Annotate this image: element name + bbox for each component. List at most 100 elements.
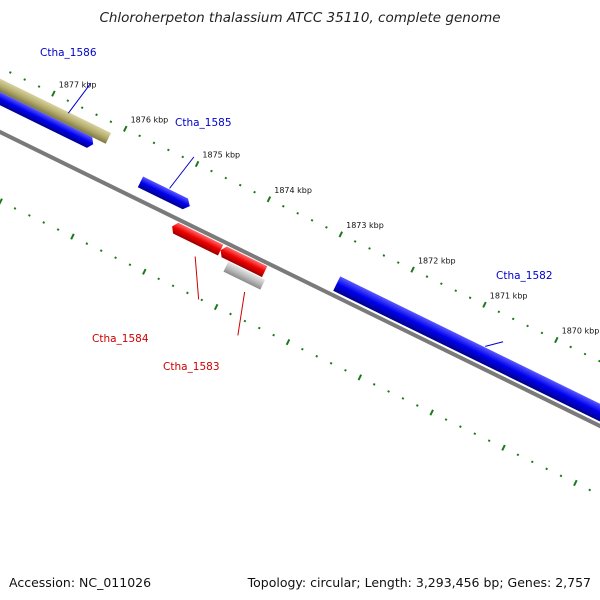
outer-minor-tick	[210, 169, 213, 173]
outer-minor-tick	[526, 324, 529, 328]
inner-minor-tick	[99, 249, 103, 252]
outer-minor-tick	[181, 155, 185, 159]
outer-minor-tick	[138, 134, 141, 138]
gene-ctha-1586[interactable]	[0, 77, 111, 144]
scale-label: 1872 kbp	[418, 256, 456, 265]
inner-minor-tick	[315, 354, 319, 358]
outer-minor-tick	[281, 204, 285, 208]
outer-minor-tick	[37, 85, 41, 88]
outer-major-tick	[410, 266, 415, 273]
inner-minor-tick	[401, 397, 405, 400]
inner-minor-tick	[272, 333, 275, 337]
inner-minor-tick	[56, 228, 60, 231]
inner-minor-tick	[459, 425, 462, 428]
inner-minor-tick	[171, 284, 175, 288]
inner-major-tick	[70, 233, 75, 240]
inner-major-tick	[573, 479, 578, 487]
outer-minor-tick	[325, 226, 328, 229]
scale-label: 1873 kbp	[346, 221, 384, 230]
inner-minor-tick	[200, 298, 204, 302]
outer-minor-tick	[425, 275, 429, 278]
outer-major-tick	[123, 125, 128, 132]
outer-major-tick	[482, 301, 487, 308]
inner-minor-tick	[257, 326, 261, 330]
outer-minor-tick	[353, 240, 357, 243]
inner-major-tick	[285, 339, 291, 346]
inner-minor-tick	[444, 418, 448, 421]
outer-major-tick	[51, 90, 56, 97]
gene-ctha-1582[interactable]	[333, 276, 600, 452]
outer-major-tick	[338, 231, 344, 238]
inner-minor-tick	[157, 277, 161, 281]
scale-label: 1874 kbp	[274, 186, 312, 195]
inner-minor-tick	[487, 439, 491, 443]
scale-label: 1871 kbp	[490, 291, 528, 300]
outer-minor-tick	[109, 120, 113, 124]
inner-minor-tick	[42, 221, 46, 224]
gene-ctha-1584a[interactable]	[169, 221, 224, 256]
inner-major-tick	[0, 198, 3, 205]
outer-minor-tick	[396, 261, 400, 264]
outer-minor-tick	[540, 331, 544, 335]
inner-minor-tick	[516, 453, 520, 457]
outer-major-tick	[554, 336, 559, 344]
scale-label: 1876 kbp	[131, 116, 169, 125]
outer-minor-tick	[296, 211, 300, 215]
gene-ctha-1583[interactable]	[223, 261, 266, 290]
genome-title: Chloroherpeton thalassium ATCC 35110, co…	[99, 10, 501, 26]
inner-minor-tick	[229, 312, 232, 316]
outer-minor-tick	[468, 296, 472, 300]
outer-minor-tick	[152, 141, 156, 145]
inner-minor-tick	[114, 256, 117, 260]
inner-major-tick	[501, 444, 506, 451]
label-ctha-1586: Ctha_1586	[40, 47, 97, 59]
outer-minor-tick	[440, 282, 443, 286]
inner-minor-tick	[128, 263, 132, 267]
gene-ctha-1584b[interactable]	[218, 245, 268, 278]
outer-minor-tick	[454, 289, 458, 293]
accession: Accession: NC_011026	[9, 575, 152, 590]
inner-minor-tick	[415, 404, 419, 407]
genome-summary: Topology: circular; Length: 3,293,456 bp…	[247, 575, 591, 590]
outer-major-tick	[266, 196, 272, 203]
inner-major-tick	[357, 374, 363, 381]
inner-minor-tick	[588, 488, 592, 492]
gene-ctha-1585[interactable]	[137, 176, 193, 212]
inner-minor-tick	[559, 474, 563, 478]
scale-label: 1870 kbp	[562, 327, 600, 336]
inner-minor-tick	[372, 383, 376, 386]
outer-minor-tick	[80, 106, 84, 110]
outer-minor-tick	[569, 345, 573, 349]
inner-minor-tick	[387, 390, 390, 393]
scale-label: 1877 kbp	[59, 80, 97, 89]
outer-minor-tick	[95, 113, 98, 117]
label-ctha-1584: Ctha_1584	[92, 333, 149, 345]
gene-forward-unlabeled[interactable]	[0, 88, 96, 149]
inner-tick-track	[0, 198, 592, 492]
genome-backbone	[0, 101, 600, 457]
label-ctha-1583: Ctha_1583	[163, 361, 220, 373]
outer-major-tick	[194, 160, 200, 168]
inner-minor-tick	[85, 242, 89, 245]
inner-major-tick	[142, 268, 147, 275]
inner-major-tick	[429, 409, 434, 416]
inner-major-tick	[213, 303, 219, 311]
outer-tick-track	[8, 71, 600, 363]
outer-minor-tick	[511, 317, 515, 321]
outer-minor-tick	[368, 247, 371, 250]
label-ctha-1582: Ctha_1582	[496, 270, 553, 282]
inner-minor-tick	[243, 319, 247, 323]
inner-minor-tick	[473, 432, 477, 436]
inner-minor-tick	[13, 207, 17, 210]
inner-minor-tick	[344, 368, 347, 372]
outer-minor-tick	[497, 310, 501, 314]
outer-minor-tick	[253, 190, 256, 194]
inner-minor-tick	[186, 291, 189, 295]
inner-minor-tick	[530, 460, 534, 464]
outer-minor-tick	[583, 352, 587, 356]
outer-minor-tick	[238, 183, 242, 187]
inner-minor-tick	[329, 361, 333, 365]
outer-minor-tick	[224, 176, 228, 180]
inner-minor-tick	[301, 347, 304, 351]
